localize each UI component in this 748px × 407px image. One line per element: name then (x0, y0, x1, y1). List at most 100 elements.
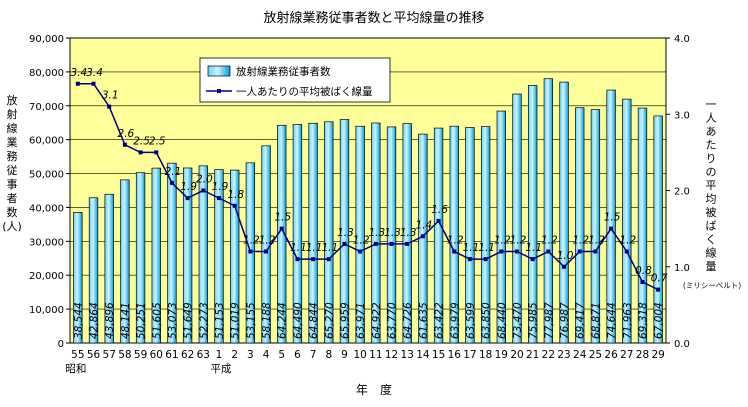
bar (433, 127, 444, 344)
line-marker (467, 257, 472, 262)
line-value-label: 1.0 (557, 250, 574, 262)
line-marker (264, 249, 269, 254)
bar (575, 107, 585, 344)
line-marker (279, 226, 284, 231)
bar (465, 127, 475, 344)
x-tick-label: 5 (278, 349, 285, 361)
line-marker (609, 226, 614, 231)
bar-value-label: 61,635 (418, 302, 430, 339)
legend-swatch-marker (217, 89, 221, 93)
y-left-tick-label: 50,000 (29, 170, 64, 181)
y-left-tick-label: 60,000 (29, 136, 64, 147)
y-right-axis-title-char: 一 (706, 98, 717, 111)
line-value-label: 1.2 (510, 235, 527, 247)
bar (528, 85, 538, 344)
line-marker (546, 249, 551, 254)
x-tick-label: 4 (263, 349, 270, 361)
x-tick-label: 17 (463, 349, 476, 361)
era-label: 昭和 (65, 363, 86, 375)
x-tick-label: 58 (118, 349, 131, 361)
bar (480, 126, 491, 344)
bar-value-label: 68,871 (590, 302, 602, 339)
y-left-tick-label: 90,000 (29, 34, 64, 45)
line-value-label: 2.1 (165, 166, 182, 178)
x-tick-label: 61 (165, 349, 178, 361)
line-value-label: 0.7 (651, 273, 668, 285)
line-marker (373, 241, 378, 246)
line-value-label: 1.1 (306, 242, 323, 254)
x-tick-label: 12 (385, 349, 398, 361)
y-right-axis-title-char: 量 (706, 260, 717, 273)
x-tick-label: 29 (651, 349, 664, 361)
bar (120, 179, 130, 344)
line-marker (107, 104, 112, 109)
legend-label-bar: 放射線業務従事者数 (236, 65, 331, 78)
x-tick-label: 10 (353, 349, 366, 361)
x-tick-label: 18 (479, 349, 492, 361)
line-value-label: 1.1 (525, 242, 542, 254)
x-tick-label: 19 (495, 349, 508, 361)
y-left-axis-title-char: 従 (7, 164, 18, 177)
bar-value-label: 51,605 (151, 302, 163, 339)
bar-value-label: 51,649 (183, 302, 195, 339)
line-marker (154, 150, 159, 155)
bar (449, 125, 459, 344)
bar-value-label: 64,490 (292, 302, 304, 339)
y-right-tick-label: 0.0 (674, 339, 690, 350)
bar (104, 193, 114, 344)
y-left-tick-label: 70,000 (29, 102, 64, 113)
bar (559, 81, 569, 344)
y-left-axis-title-char: (人) (2, 220, 22, 233)
bar (606, 89, 616, 344)
bar-value-label: 64,922 (371, 302, 383, 339)
x-tick-label: 57 (103, 349, 116, 361)
bar-value-label: 64,244 (277, 302, 289, 339)
line-value-label: 1.2 (447, 235, 464, 247)
line-marker (593, 249, 598, 254)
line-marker (656, 287, 661, 292)
y-right-axis-unit: (ミリシーベルト) (683, 281, 741, 290)
legend-swatch-bar (207, 65, 231, 77)
line-value-label: 2.0 (196, 174, 213, 186)
y-right-axis-title-char: 被 (706, 206, 717, 219)
y-left-axis-title-char: 業 (7, 136, 18, 149)
bar (198, 165, 208, 344)
y-right-axis-title-char: り (706, 152, 717, 165)
line-marker (499, 249, 504, 254)
x-tick-label: 59 (134, 349, 147, 361)
axes: 0 10,000 20,000 30,000 40,000 50,000 60,000 70,… (2, 34, 741, 375)
legend-box (199, 57, 391, 103)
line-marker (562, 264, 567, 269)
y-left-tick-label: 80,000 (29, 68, 64, 79)
line-marker (358, 249, 363, 254)
x-tick-label: 20 (510, 349, 523, 361)
x-tick-label: 14 (416, 349, 430, 361)
line-value-label: 1.3 (400, 227, 417, 239)
line-marker (452, 249, 457, 254)
line-marker (483, 257, 488, 262)
line-marker (122, 142, 127, 147)
x-tick-label: 23 (557, 349, 570, 361)
line-marker (342, 241, 347, 246)
bar-value-label: 51,019 (230, 302, 242, 339)
bar (308, 122, 318, 344)
line-marker (311, 257, 316, 262)
bar (292, 124, 303, 344)
line-marker (420, 234, 425, 239)
line-value-label: 2.5 (133, 135, 150, 147)
bar (73, 212, 83, 344)
bar-value-label: 43,896 (104, 302, 116, 339)
line-value-label: 1.2 (259, 235, 276, 247)
y-left-axis-title-char: 務 (7, 149, 18, 163)
bar-value-label: 75,985 (528, 302, 540, 339)
bar-value-labels: 38,544 42,864 43,896 48,141 50,251 51,605 53,0… (73, 302, 665, 339)
x-tick-label: 62 (181, 349, 194, 361)
x-tick-label: 9 (341, 349, 348, 361)
line-value-label: 3.4 (86, 67, 103, 79)
line-series (75, 81, 661, 292)
bar-value-label: 69,417 (575, 302, 587, 339)
line-value-labels: 3.43.43.12.62.52.52.11.92.01.91.81.21.21… (70, 67, 667, 285)
